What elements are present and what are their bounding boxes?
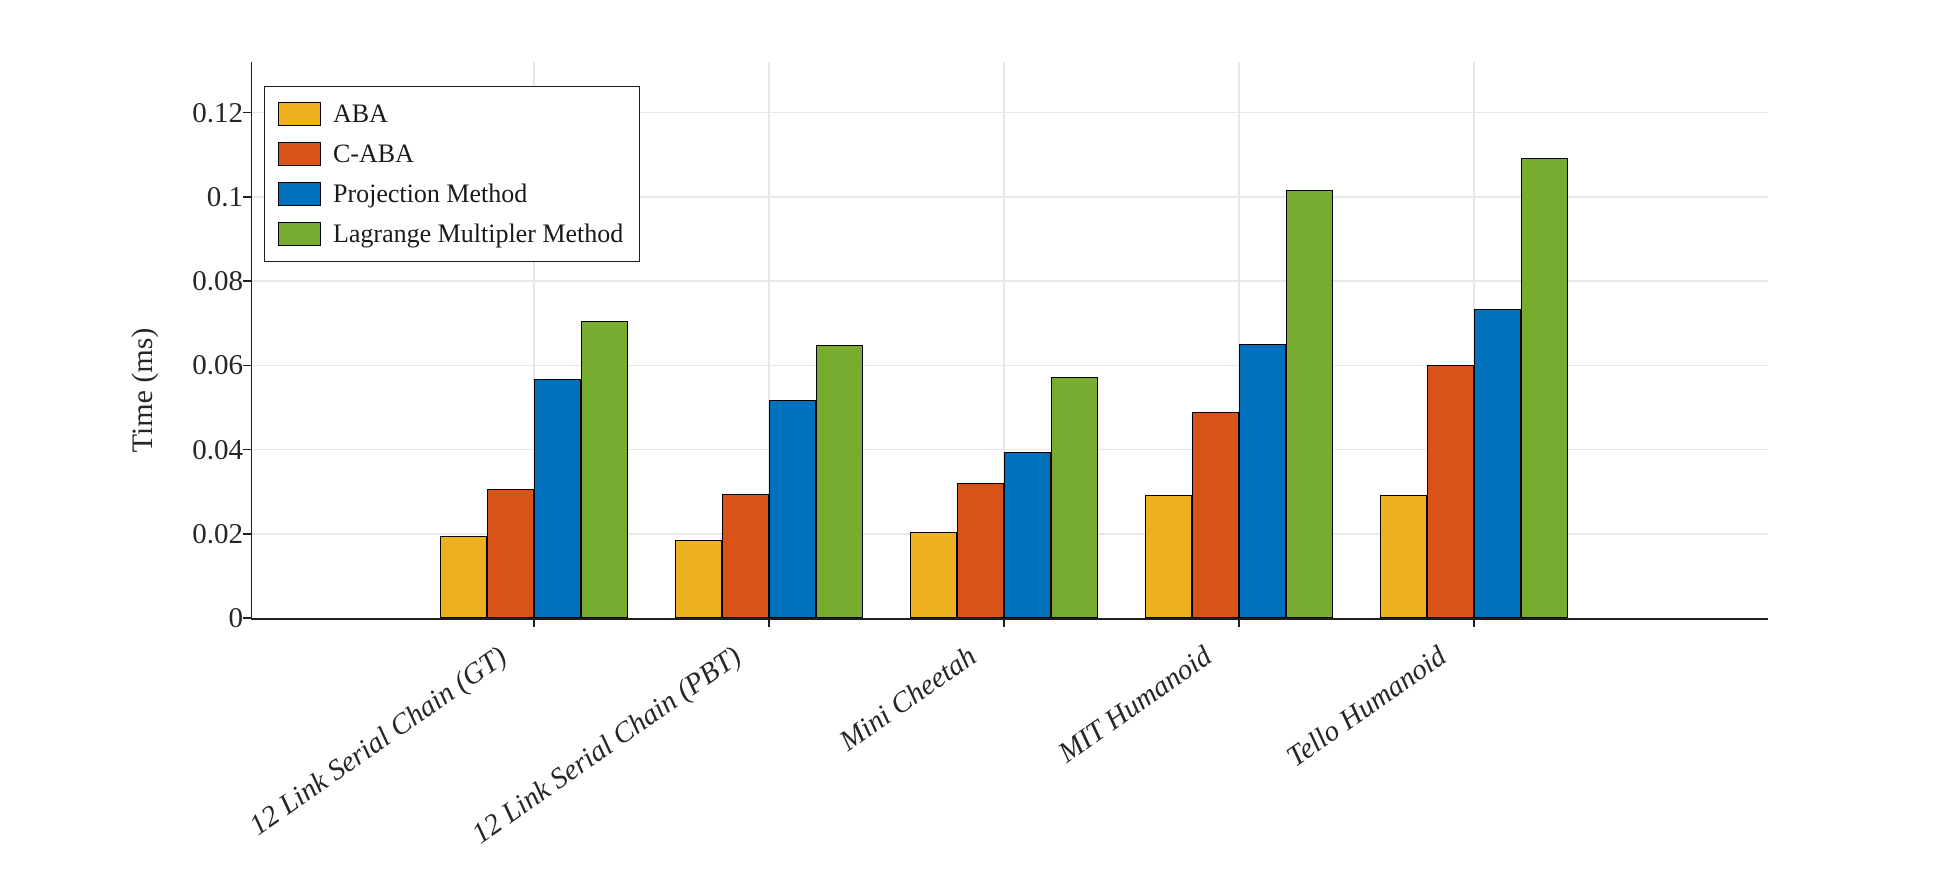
bar-c-aba (722, 494, 769, 618)
legend-swatch (278, 102, 321, 126)
legend-swatch (278, 222, 321, 246)
x-tick-label: 12 Link Serial Chain (PBT) (466, 640, 748, 851)
y-gridline (252, 448, 1768, 451)
y-gridline (252, 196, 1768, 198)
y-tick-mark (243, 533, 251, 535)
y-tick-label: 0.06 (192, 349, 243, 382)
legend-item: ABA (278, 94, 623, 134)
x-gridline (1003, 62, 1005, 618)
x-axis-line (250, 618, 1768, 620)
legend-item: C-ABA (278, 134, 623, 174)
legend-item-label: Projection Method (333, 179, 528, 208)
bar-lagrange-multipler-method (1521, 158, 1568, 618)
y-tick-mark (243, 280, 251, 282)
x-gridline (768, 62, 770, 618)
bar-lagrange-multipler-method (1051, 377, 1098, 618)
x-tick-label: Tello Humanoid (1281, 640, 1453, 774)
y-tick-label: 0.04 (192, 433, 243, 466)
bar-aba (675, 540, 722, 618)
bar-aba (910, 532, 957, 618)
bar-aba (1380, 495, 1427, 618)
x-tick-mark (533, 619, 535, 627)
bar-projection-method (1239, 344, 1286, 618)
y-tick-label: 0.02 (192, 517, 243, 550)
x-tick-mark (1238, 619, 1240, 627)
y-tick-mark (243, 111, 251, 114)
legend-item-label: Lagrange Multipler Method (333, 219, 624, 248)
legend-item-label: ABA (333, 99, 388, 128)
legend-item: Lagrange Multipler Method (278, 214, 623, 254)
bar-projection-method (769, 400, 816, 618)
bar-lagrange-multipler-method (1286, 190, 1333, 618)
x-tick-label: 12 Link Serial Chain (GT) (243, 640, 513, 842)
x-tick-label: MIT Humanoid (1052, 640, 1218, 769)
x-gridline (1238, 62, 1240, 618)
bar-aba (440, 536, 487, 618)
y-tick-mark (243, 364, 251, 367)
y-tick-label: 0.12 (192, 96, 243, 129)
y-tick-label: 0 (228, 602, 244, 634)
x-tick-mark (768, 619, 770, 627)
y-tick-label: 0.1 (206, 180, 243, 213)
y-gridline (252, 280, 1768, 282)
bar-c-aba (487, 489, 534, 618)
x-tick-label: Mini Cheetah (834, 640, 983, 758)
bar-lagrange-multipler-method (581, 321, 628, 618)
y-tick-label: 0.08 (192, 265, 243, 298)
legend-item: Projection Method (278, 174, 623, 214)
bar-c-aba (1192, 412, 1239, 618)
x-tick-mark (1003, 619, 1005, 627)
bar-c-aba (1427, 365, 1474, 618)
y-tick-mark (243, 196, 251, 198)
legend-item-label: C-ABA (333, 139, 414, 168)
bar-projection-method (534, 379, 581, 618)
legend-swatch (278, 182, 321, 206)
y-gridline (252, 111, 1768, 114)
y-axis-line (250, 62, 252, 620)
bar-lagrange-multipler-method (816, 345, 863, 618)
bar-projection-method (1474, 309, 1521, 618)
y-tick-mark (243, 617, 251, 619)
bar-c-aba (957, 483, 1004, 618)
legend: ABA C-ABA Projection Method Lagrange Multip… (264, 86, 641, 262)
x-tick-mark (1473, 619, 1475, 627)
x-gridline (533, 62, 535, 618)
plot-area (252, 62, 1768, 618)
legend-swatch (278, 142, 321, 166)
bar-aba (1145, 495, 1192, 618)
bar-projection-method (1004, 452, 1051, 618)
y-gridline (252, 364, 1768, 367)
y-tick-mark (243, 448, 251, 451)
